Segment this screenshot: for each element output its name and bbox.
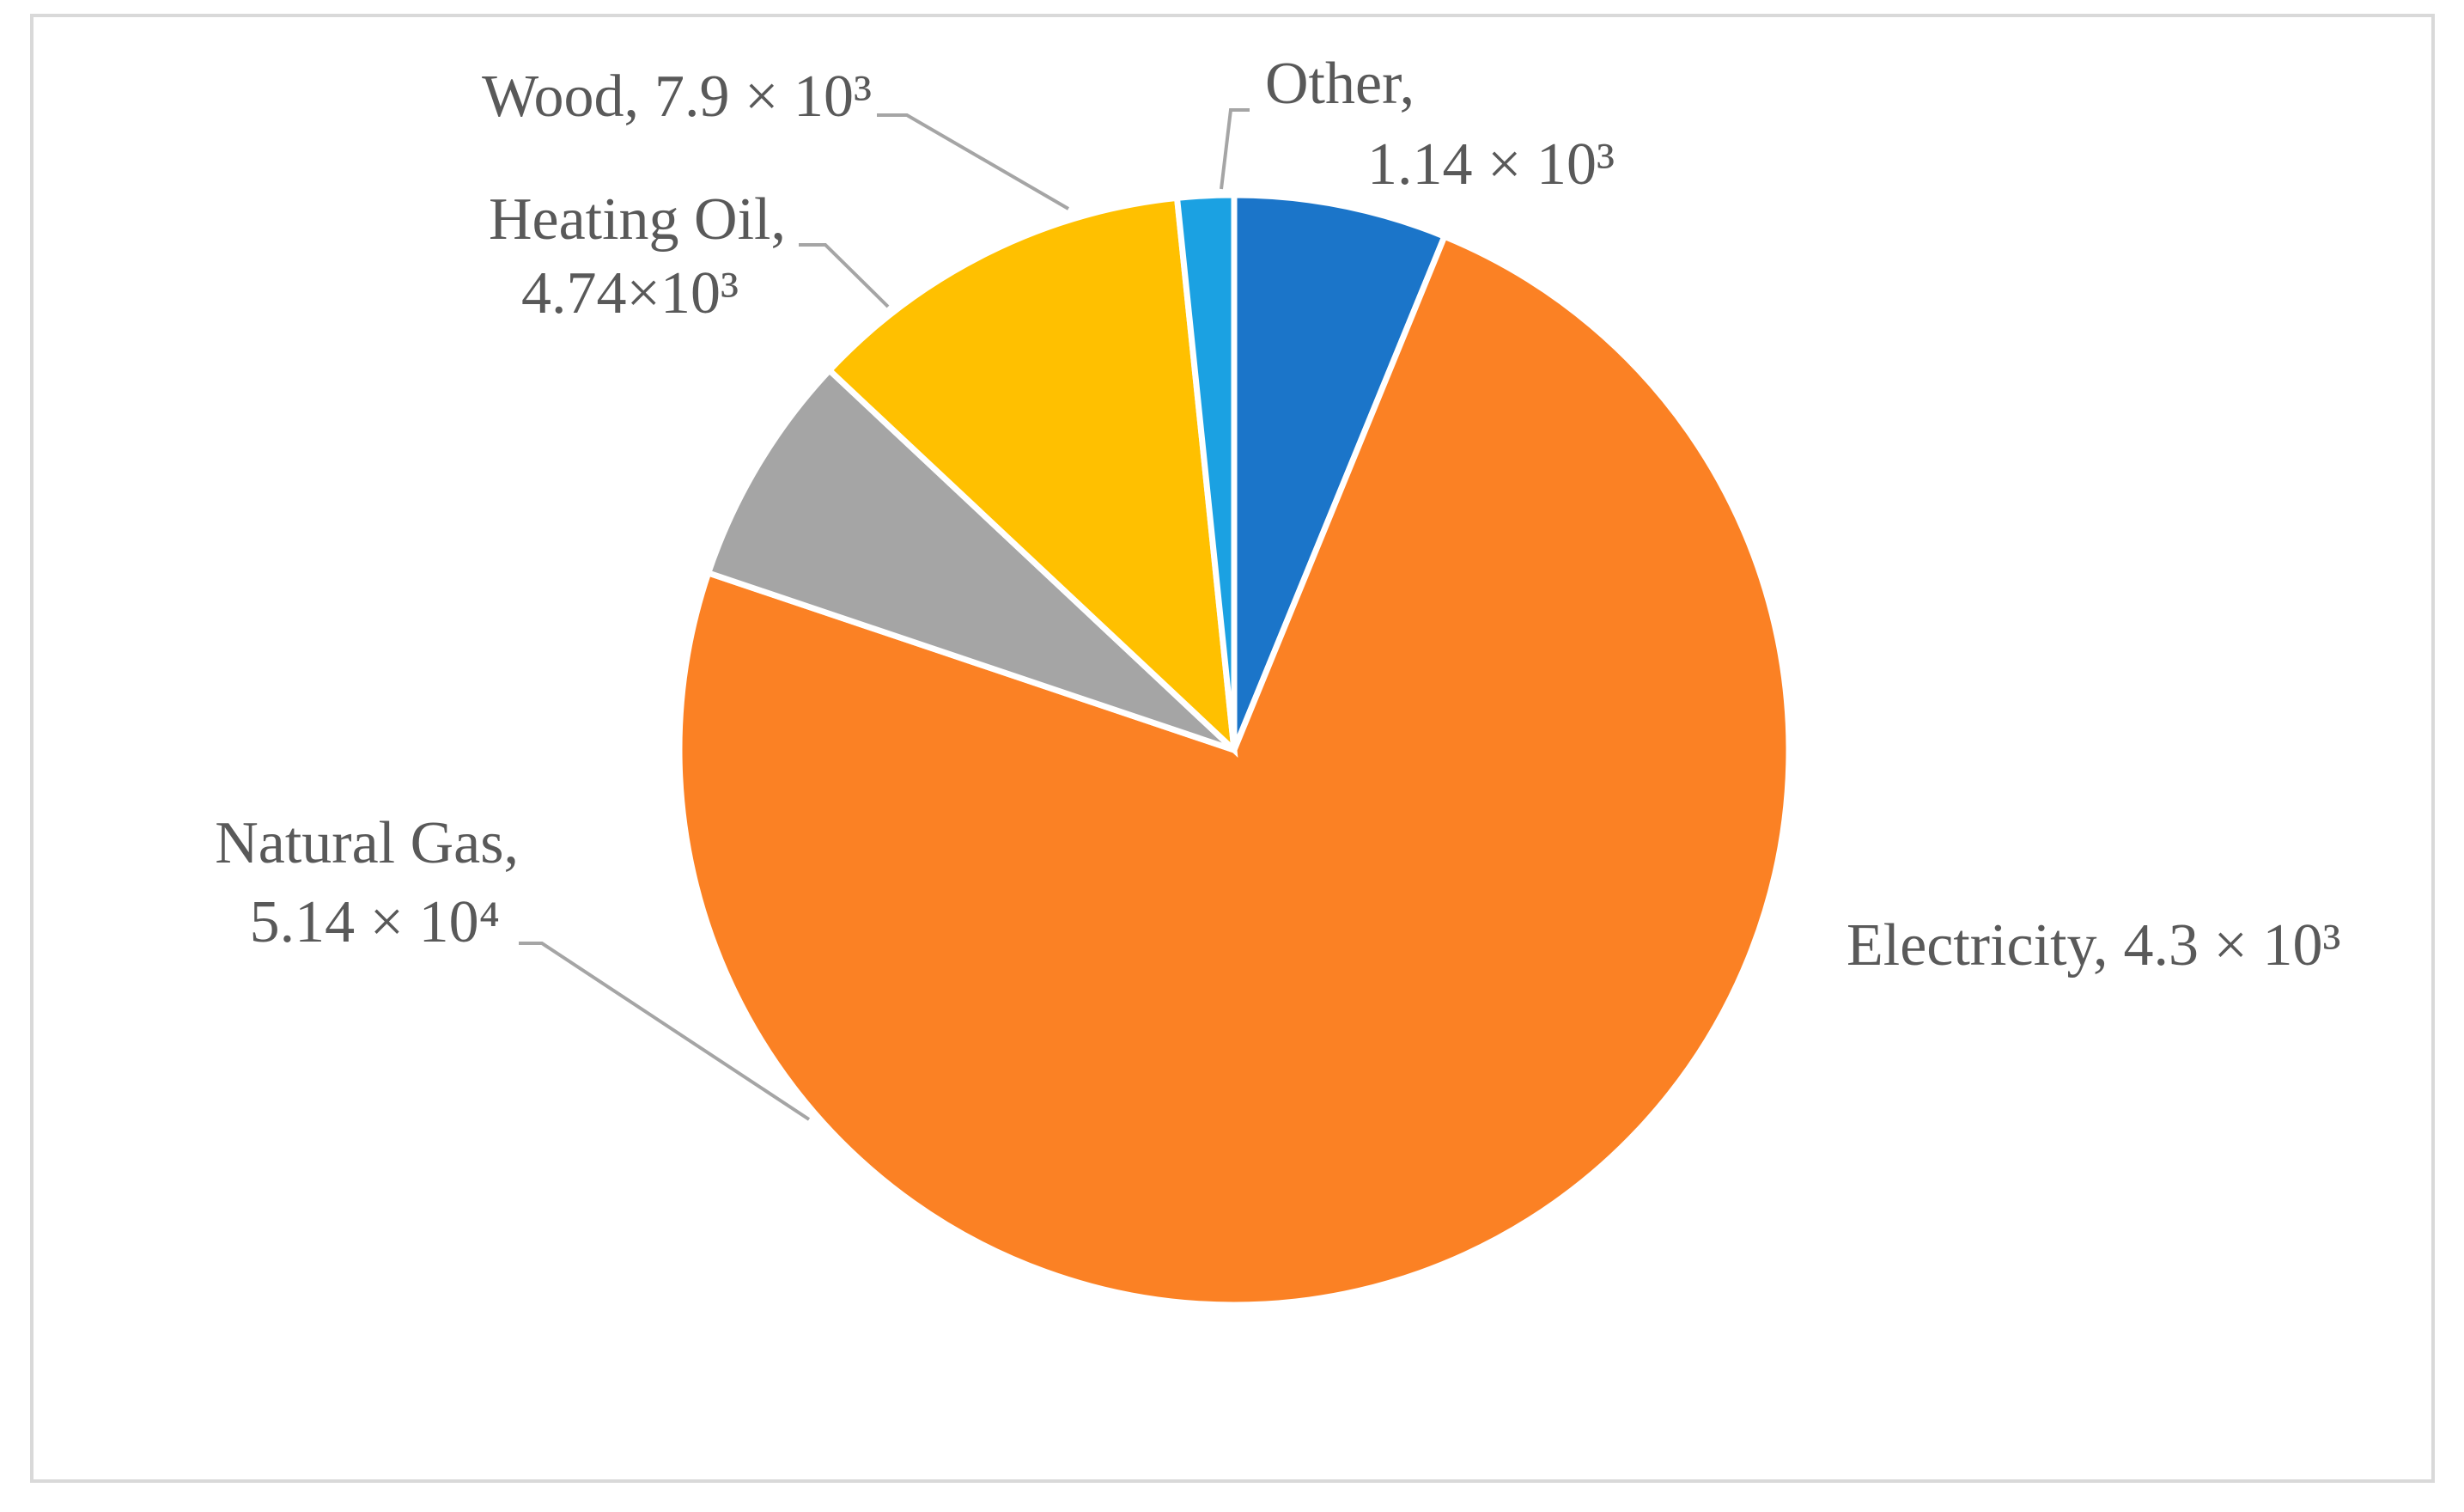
pie-slice xyxy=(1231,192,1449,752)
data-label-category: Other, xyxy=(1265,51,1415,117)
pie-slice xyxy=(676,232,1792,1308)
data-label-category: Electricity, xyxy=(1846,912,2108,979)
pie-slice xyxy=(824,194,1238,758)
leader-line xyxy=(519,942,811,1121)
leader-line xyxy=(1220,108,1250,190)
leader-line xyxy=(877,113,1070,210)
data-label-category: Heating Oil, xyxy=(489,186,786,253)
data-label-category: Wood, xyxy=(482,64,639,130)
data-label-value: 1.14 × 10³ xyxy=(1367,131,1615,198)
data-label-value: 7.9 × 10³ xyxy=(654,64,872,130)
data-label-category: Natural Gas, xyxy=(215,810,519,876)
data-label-value: 4.3 × 10³ xyxy=(2123,912,2340,979)
data-label-value: 5.14 × 10⁴ xyxy=(250,889,500,955)
pie xyxy=(676,192,1792,1308)
leader-line xyxy=(799,243,890,308)
labels: Electricity, 4.3 × 10³ Natural Gas, 5.14 × … xyxy=(215,51,2340,979)
pie-slice xyxy=(1173,192,1238,751)
pie-slice xyxy=(704,366,1237,753)
data-label-value: 4.74×10³ xyxy=(521,260,739,326)
